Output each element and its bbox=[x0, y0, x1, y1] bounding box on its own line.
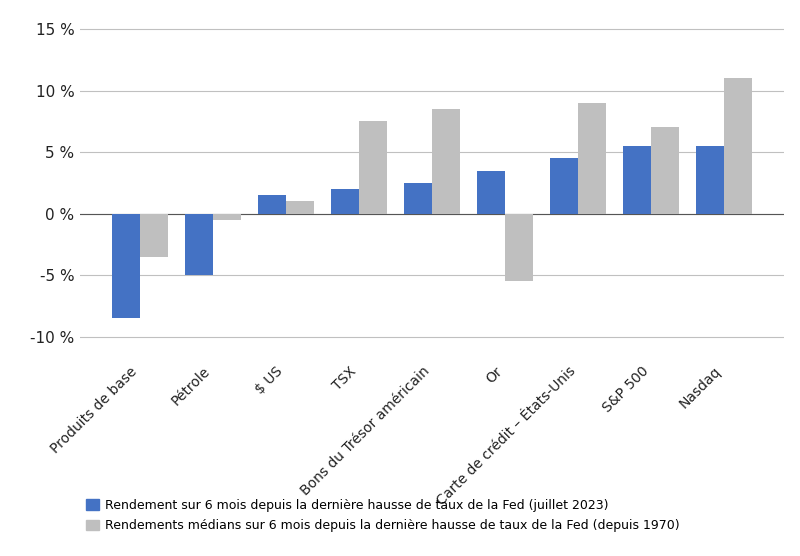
Bar bbox=[724, 78, 752, 214]
Bar bbox=[651, 127, 679, 214]
Bar bbox=[185, 214, 213, 275]
Bar bbox=[550, 158, 578, 214]
Bar bbox=[331, 189, 359, 214]
Bar bbox=[286, 201, 314, 214]
Bar bbox=[697, 146, 724, 214]
Bar bbox=[505, 214, 533, 281]
Bar bbox=[578, 103, 606, 214]
Bar bbox=[258, 195, 286, 214]
Bar bbox=[404, 183, 432, 214]
Bar bbox=[478, 171, 505, 214]
Bar bbox=[359, 121, 386, 214]
Bar bbox=[432, 109, 460, 214]
Legend: Rendement sur 6 mois depuis la dernière hausse de taux de la Fed (juillet 2023),: Rendement sur 6 mois depuis la dernière … bbox=[86, 499, 680, 532]
Bar bbox=[112, 214, 140, 318]
Bar bbox=[140, 214, 167, 257]
Bar bbox=[623, 146, 651, 214]
Bar bbox=[213, 214, 241, 220]
